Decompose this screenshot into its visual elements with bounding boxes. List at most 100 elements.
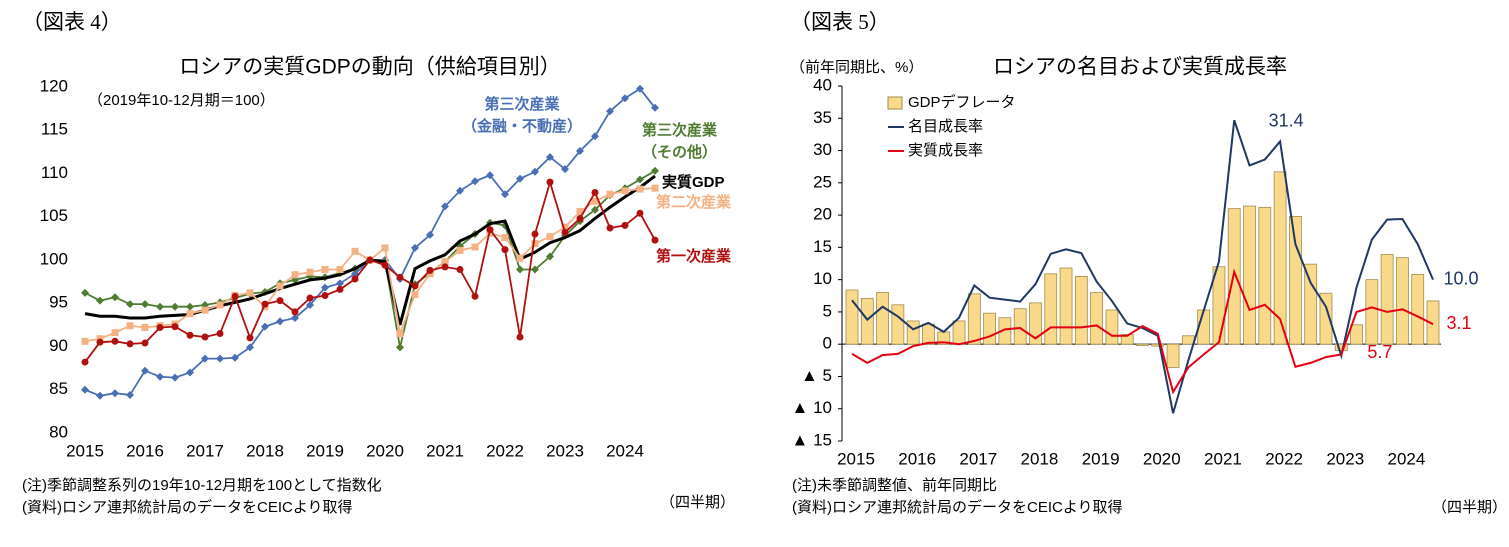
bar bbox=[1334, 343, 1348, 352]
marker bbox=[441, 258, 449, 266]
y-tick-label: 80 bbox=[49, 422, 68, 441]
marker bbox=[261, 322, 269, 331]
data-label: 3.1 bbox=[1446, 313, 1471, 333]
bar bbox=[1151, 343, 1165, 347]
marker bbox=[531, 240, 539, 248]
marker bbox=[81, 385, 89, 394]
marker bbox=[321, 291, 329, 299]
marker bbox=[261, 300, 269, 308]
data-label: 31.4 bbox=[1269, 110, 1304, 130]
marker bbox=[141, 300, 149, 309]
marker bbox=[336, 279, 344, 288]
note: (注)季節調整系列の19年10-12月期を100として指数化 bbox=[22, 476, 382, 494]
bar bbox=[1396, 257, 1409, 345]
note: (資料)ロシア連邦統計局のデータをCEICより取得 bbox=[792, 498, 1123, 516]
marker bbox=[516, 254, 524, 262]
bar bbox=[1273, 171, 1287, 345]
y-axis-label: （前年同期比、%） bbox=[790, 59, 923, 76]
marker bbox=[636, 185, 644, 193]
marker bbox=[501, 246, 509, 254]
marker bbox=[471, 177, 479, 186]
marker bbox=[561, 223, 569, 231]
marker bbox=[216, 354, 224, 363]
marker bbox=[186, 310, 194, 318]
y-tick-label: 115 bbox=[41, 120, 68, 139]
marker bbox=[276, 297, 284, 305]
marker bbox=[171, 373, 179, 382]
note: (注)未季節調整値、前年同期比 bbox=[792, 476, 997, 494]
bar bbox=[1090, 292, 1104, 345]
marker bbox=[381, 244, 389, 252]
marker bbox=[171, 302, 179, 311]
figure-label: （図表 5） bbox=[790, 10, 890, 34]
marker bbox=[231, 353, 239, 362]
marker bbox=[291, 271, 299, 279]
x-tick-label: 2017 bbox=[959, 449, 997, 468]
y-tick-label: 100 bbox=[40, 249, 68, 268]
marker bbox=[246, 289, 254, 297]
marker bbox=[546, 252, 554, 261]
y-tick-label: 25 bbox=[813, 172, 832, 191]
bar bbox=[1350, 324, 1363, 345]
marker bbox=[501, 234, 509, 242]
bar bbox=[1319, 292, 1333, 345]
line bbox=[851, 268, 1434, 395]
y-tick-label: 10 bbox=[813, 269, 832, 288]
bar bbox=[967, 293, 981, 345]
bar bbox=[1258, 206, 1272, 345]
bar bbox=[876, 292, 889, 345]
marker bbox=[591, 132, 599, 141]
marker bbox=[621, 221, 629, 229]
marker bbox=[546, 178, 554, 186]
marker bbox=[141, 323, 149, 331]
marker bbox=[156, 302, 164, 311]
marker bbox=[651, 103, 659, 112]
line bbox=[84, 174, 656, 326]
marker bbox=[591, 197, 599, 205]
x-tick-label: 2021 bbox=[1204, 449, 1242, 468]
bar bbox=[1365, 279, 1379, 345]
y-tick-label: 35 bbox=[813, 108, 832, 127]
marker bbox=[396, 330, 404, 338]
bar bbox=[1029, 302, 1042, 345]
bar bbox=[1288, 215, 1302, 345]
marker bbox=[426, 230, 434, 239]
marker bbox=[471, 243, 479, 251]
marker bbox=[216, 330, 224, 338]
marker bbox=[531, 265, 539, 274]
x-tick-label: 2022 bbox=[1265, 449, 1303, 468]
bar bbox=[922, 323, 935, 345]
marker bbox=[201, 354, 209, 363]
y-tick-label: ▲ 15 bbox=[792, 430, 832, 449]
marker bbox=[411, 282, 419, 290]
y-tick-label: 30 bbox=[813, 140, 832, 159]
marker bbox=[171, 323, 179, 331]
marker bbox=[216, 301, 224, 309]
bar bbox=[1105, 309, 1119, 345]
figure-label: （図表 4） bbox=[22, 10, 122, 34]
marker bbox=[531, 167, 539, 176]
marker bbox=[576, 208, 584, 216]
marker bbox=[126, 300, 134, 309]
bar bbox=[1044, 273, 1058, 345]
marker bbox=[141, 366, 149, 375]
x-tick-label: 2020 bbox=[366, 441, 404, 460]
x-tick-label: 2015 bbox=[66, 441, 104, 460]
marker bbox=[321, 266, 329, 274]
marker bbox=[126, 322, 134, 330]
y-tick-label: 15 bbox=[813, 237, 832, 256]
marker bbox=[111, 329, 119, 337]
bar bbox=[1120, 334, 1134, 345]
marker bbox=[546, 153, 554, 162]
marker bbox=[456, 186, 464, 195]
marker bbox=[186, 302, 194, 311]
marker bbox=[606, 224, 614, 232]
line bbox=[84, 187, 656, 343]
bar bbox=[1013, 308, 1027, 345]
marker bbox=[306, 294, 314, 302]
marker bbox=[591, 189, 599, 197]
marker bbox=[441, 202, 449, 211]
marker bbox=[291, 308, 299, 316]
legend-label: 名目成長率 bbox=[908, 118, 983, 135]
